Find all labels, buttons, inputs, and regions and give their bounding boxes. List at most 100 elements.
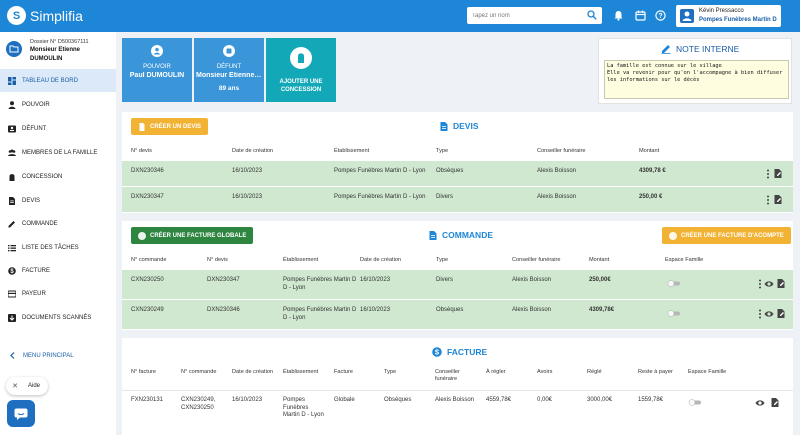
user-company: Pompes Funèbres Martin D [699,17,777,23]
menu-principal-label: MENU PRINCIPAL [23,352,74,359]
column-header: Conseiller funéraire [512,257,561,263]
column-header: Type [384,369,397,375]
dollar-icon: $ [432,347,442,357]
dossier-number: Dossier N° D500367111 [30,39,89,45]
sidebar-item-concession[interactable]: CONCESSION [0,165,116,188]
cell-type: Obsèques [436,168,464,174]
table-row[interactable]: CXN230249 DXN230346 Pompes Funèbres Mart… [122,299,793,329]
column-header: Type [436,257,449,263]
create-devis-button[interactable]: CRÉER UN DEVIS [131,118,209,135]
dossier-name: Monsieur Etienne DUMOULIN [30,47,81,62]
cell-conseiller: Alexis Boisson [512,277,552,283]
note-title-label: NOTE INTERNE [676,44,740,54]
sidebar-item-payeur[interactable]: PAYEUR [0,282,116,305]
cell-etablissement: Pompes Funèbres Martin D - Lyon [334,168,426,174]
sidebar-item-facture[interactable]: $ FACTURE [0,259,116,282]
sidebar-item-commande[interactable]: COMMANDE [0,212,116,235]
sidebar-item-membres-famille[interactable]: MEMBRES DE LA FAMILLE [0,141,116,164]
user-menu[interactable]: Kévin Pressacco Pompes Funèbres Martin D [676,5,781,27]
id-card-icon [8,125,16,132]
sidebar-item-label: CONCESSION [22,173,63,180]
table-row[interactable]: DXN230346 16/10/2023 Pompes Funèbres Mar… [122,160,793,186]
calendar-icon[interactable] [635,10,646,21]
etab-line2: D - Lyon [283,284,306,291]
bell-icon[interactable] [613,10,624,21]
etab-line2: Funèbres [283,404,309,411]
document-edit-icon[interactable] [774,169,782,178]
cell-date: 16/10/2023 [232,194,263,200]
close-icon[interactable]: ✕ [12,383,18,390]
commande-line1: CXN230249, [181,397,216,403]
card-title-line1: AJOUTER UNE [279,79,323,85]
commande-panel: CRÉER UNE FACTURE GLOBALE COMMANDE CRÉER… [122,221,793,330]
create-facture-acompte-button[interactable]: CRÉER UNE FACTURE D'ACOMPTE [662,227,791,244]
cell-regle: 3000,00€ [587,397,613,403]
defunt-card[interactable]: DÉFUNT Monsieur Etienne DUMOULIN 89 ans [194,38,264,102]
sidebar-item-label: LISTE DES TÂCHES [22,244,79,251]
etab-line1: Pompes [283,397,306,403]
espace-famille-toggle[interactable] [667,280,681,287]
user-avatar-icon [680,9,694,23]
table-row[interactable]: FXN230131 CXN230249, CXN230250 16/10/2023… [122,390,793,435]
note-textarea[interactable]: La famille est connue sur le village Ell… [604,60,789,99]
eye-icon[interactable] [764,310,774,318]
espace-famille-toggle[interactable] [688,399,702,406]
cell-commande: CXN230249, CXN230250 [181,397,215,412]
commande-title-label: COMMANDE [442,230,493,240]
eye-icon[interactable] [764,280,774,288]
document-edit-icon[interactable] [771,398,779,407]
sidebar-item-defunt[interactable]: DÉFUNT [0,117,116,140]
sidebar-item-tableau-de-bord[interactable]: TABLEAU DE BORD [0,69,116,92]
column-header: Espace Famille [665,257,704,263]
button-label: CRÉER UNE FACTURE GLOBALE [150,232,247,239]
pencil-icon [661,45,671,54]
document-icon [9,196,15,205]
table-row[interactable]: DXN230347 16/10/2023 Pompes Funèbres Mar… [122,186,793,212]
group-icon [8,149,16,156]
sidebar-item-label: POUVOIR [22,101,50,108]
more-options-icon[interactable] [758,309,762,319]
search-input[interactable] [467,7,583,24]
cell-etablissement: Pompes Funèbres Martin D - Lyon [283,397,324,420]
chat-button[interactable] [7,400,35,427]
folder-icon [6,41,22,57]
list-icon [8,244,16,251]
pouvoir-card[interactable]: POUVOIR Paul DUMOULIN [122,38,192,102]
help-bubble[interactable]: ✕ Aide [6,377,48,395]
person-icon [8,100,16,109]
column-header: N° commande [181,369,217,375]
more-options-icon[interactable] [766,195,770,205]
search-box [467,7,602,24]
menu-principal-link[interactable]: MENU PRINCIPAL [10,352,74,359]
column-header: Établissement [334,148,370,154]
cell-conseiller: Alexis Boisson [435,397,475,403]
add-concession-card[interactable]: AJOUTER UNE CONCESSION [266,38,336,102]
espace-famille-toggle[interactable] [667,310,681,317]
column-header: Date de création [232,369,274,375]
more-options-icon[interactable] [758,279,762,289]
help-icon[interactable]: ? [655,10,666,21]
cell-conseiller: Alexis Boisson [537,168,577,174]
document-edit-icon[interactable] [777,309,785,318]
cell-type: Divers [436,277,454,283]
sidebar-item-pouvoir[interactable]: POUVOIR [0,93,116,116]
column-header: N° devis [207,257,228,263]
aide-label: Aide [28,383,41,389]
cell-type: Divers [436,194,454,200]
document-edit-icon[interactable] [774,195,782,204]
button-label: CRÉER UNE FACTURE D'ACOMPTE [681,232,784,239]
cell-date: 16/10/2023 [232,397,263,403]
sidebar-item-devis[interactable]: DEVIS [0,189,116,212]
table-row[interactable]: CXN230250 DXN230347 Pompes Funèbres Mart… [122,269,793,299]
more-options-icon[interactable] [766,169,770,179]
eye-icon[interactable] [755,399,765,407]
sidebar-item-liste-taches[interactable]: LISTE DES TÂCHES [0,236,116,259]
create-facture-globale-button[interactable]: CRÉER UNE FACTURE GLOBALE [131,227,254,244]
search-icon[interactable] [587,10,597,20]
app-logo[interactable]: S Simplifia [7,6,83,25]
cell-montant: 4309,78 € [639,168,666,174]
app-name: Simplifia [30,7,83,24]
sidebar-item-documents-scannes[interactable]: DOCUMENTS SCANNÉS [0,306,116,329]
dashboard-icon [8,76,16,85]
document-edit-icon[interactable] [777,279,785,288]
